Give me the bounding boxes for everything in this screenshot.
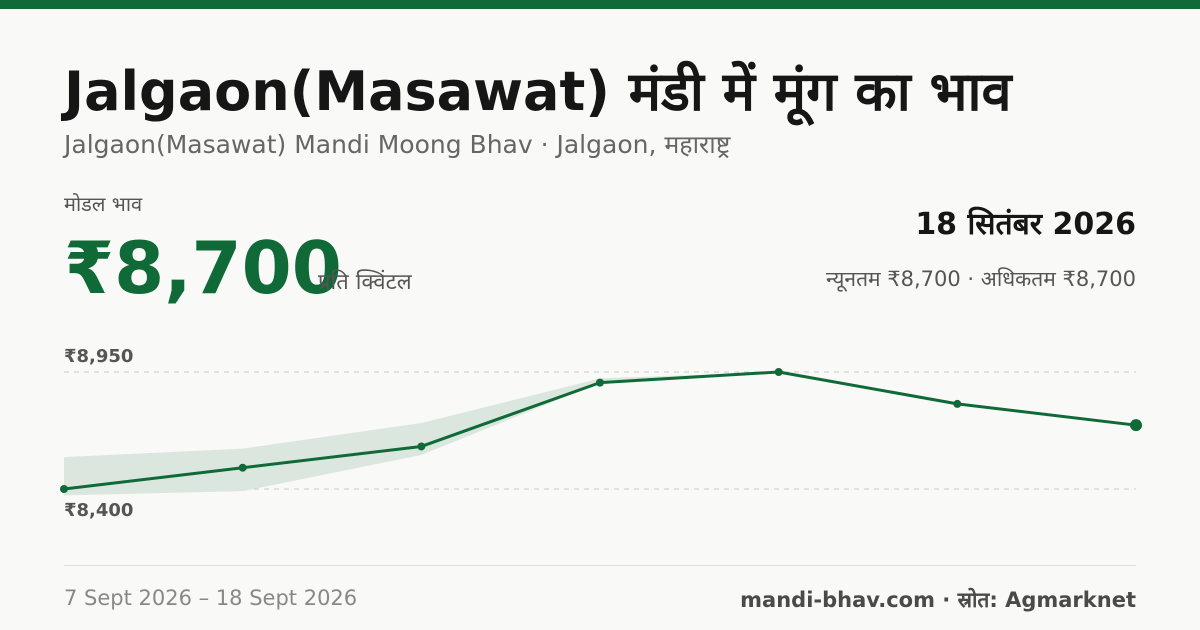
data-point	[953, 399, 962, 408]
data-point	[774, 368, 783, 376]
footer-divider	[64, 565, 1136, 566]
price-trend-chart: ₹8,950 ₹8,400	[60, 346, 1142, 521]
footer-source: mandi-bhav.com · स्रोत: Agmarknet	[740, 588, 1136, 612]
y-tick-label: ₹8,400	[64, 500, 133, 521]
model-price-label: मोडल भाव	[64, 192, 143, 216]
price-unit-label: प्रति क्विंटल	[318, 270, 412, 295]
top-accent-bar	[0, 0, 1200, 9]
price-range-band	[64, 372, 1136, 496]
min-max-range: न्यूनतम ₹8,700 · अधिकतम ₹8,700	[826, 267, 1136, 291]
y-tick-label: ₹8,950	[64, 346, 133, 367]
data-point	[1130, 419, 1142, 432]
data-point	[596, 378, 604, 387]
price-date: 18 सितंबर 2026	[915, 207, 1136, 242]
footer-date-range: 7 Sept 2026 – 18 Sept 2026	[64, 586, 358, 610]
data-point	[238, 463, 247, 472]
page-subtitle: Jalgaon(Masawat) Mandi Moong Bhav · Jalg…	[64, 130, 731, 159]
data-point	[60, 485, 68, 493]
model-price-value: ₹8,700	[64, 226, 342, 310]
page-title: Jalgaon(Masawat) मंडी में मूंग का भाव	[64, 60, 1012, 123]
data-point	[417, 442, 426, 451]
